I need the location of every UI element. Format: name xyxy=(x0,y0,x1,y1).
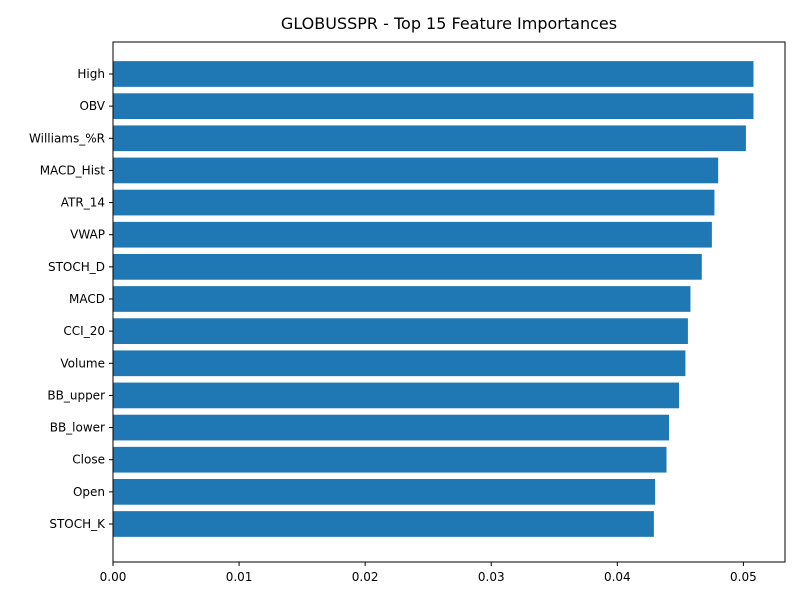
x-tick-label: 0.02 xyxy=(352,570,379,584)
x-axis: 0.00 0.01 0.02 0.03 0.04 0.05 xyxy=(100,562,757,584)
chart-title: GLOBUSSPR - Top 15 Feature Importances xyxy=(281,14,617,33)
plot-frame xyxy=(112,41,786,563)
bar-high xyxy=(113,61,754,87)
bar-open xyxy=(113,479,656,505)
y-axis: High OBV Williams_%R MACD_Hist ATR_14 VWAP STO… xyxy=(29,67,113,531)
bar-bb-lower xyxy=(113,414,670,441)
bar-stoch-d xyxy=(113,254,702,280)
x-tick-label: 0.04 xyxy=(604,570,631,584)
x-tick-label: 0.01 xyxy=(226,570,253,584)
bar-cci-20 xyxy=(113,318,688,344)
y-tick-label: MACD_Hist xyxy=(40,163,106,177)
x-tick-label: 0.05 xyxy=(730,570,757,584)
bar-williams-r xyxy=(113,125,746,152)
y-tick-label: STOCH_K xyxy=(49,517,106,531)
y-tick-label: CCI_20 xyxy=(63,324,105,338)
bar-stoch-k xyxy=(113,511,654,537)
bar-obv xyxy=(113,93,754,119)
bar-macd xyxy=(113,286,691,312)
bar-close xyxy=(113,446,667,473)
y-tick-label: OBV xyxy=(79,99,105,113)
bars-layer xyxy=(113,61,754,537)
y-tick-label: STOCH_D xyxy=(48,260,105,274)
bar-vwap xyxy=(113,221,712,248)
y-tick-label: BB_upper xyxy=(47,388,105,402)
x-tick-label: 0.00 xyxy=(100,570,127,584)
y-tick-label: High xyxy=(77,67,105,81)
y-tick-label: ATR_14 xyxy=(61,196,105,210)
y-tick-label: Close xyxy=(72,453,105,467)
y-tick-label: VWAP xyxy=(70,228,105,242)
x-tick-label: 0.03 xyxy=(478,570,505,584)
bar-atr-14 xyxy=(113,189,715,216)
y-tick-label: Williams_%R xyxy=(29,131,105,145)
y-tick-label: MACD xyxy=(69,292,105,306)
bar-volume xyxy=(113,350,686,377)
bar-bb-upper xyxy=(113,382,680,409)
y-tick-label: Open xyxy=(73,485,105,499)
y-tick-label: Volume xyxy=(60,356,105,370)
bar-macd-hist xyxy=(113,157,719,184)
y-tick-label: BB_lower xyxy=(50,421,105,435)
